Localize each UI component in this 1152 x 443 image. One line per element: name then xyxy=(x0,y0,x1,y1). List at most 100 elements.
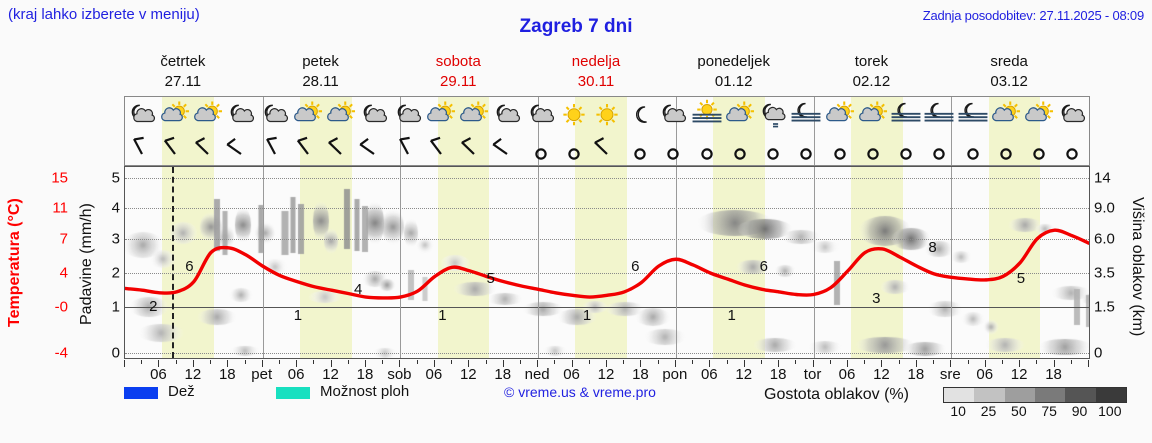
copyright-link[interactable]: © vreme.us & vreme.pro xyxy=(504,384,656,400)
wind-barb-icon xyxy=(160,134,190,165)
temperature-point-label: 2 xyxy=(149,298,158,316)
time-tick-mark xyxy=(1001,360,1003,364)
time-tick-label: 12 xyxy=(1010,366,1028,383)
time-tick-mark xyxy=(278,360,280,364)
time-tick-label: 06 xyxy=(700,366,718,383)
sun-icon xyxy=(557,99,591,132)
calm-wind-icon xyxy=(1057,134,1087,165)
day-date: 02.12 xyxy=(852,73,891,90)
time-tick-mark xyxy=(175,360,177,364)
time-tick-mark xyxy=(864,360,866,364)
cloud-density-step xyxy=(974,388,1005,402)
time-tick-mark xyxy=(399,360,401,367)
temperature-tick: 7 xyxy=(59,230,68,248)
day-date: 28.11 xyxy=(302,73,339,90)
time-tick-mark xyxy=(330,360,332,367)
wind-barb-icon xyxy=(393,134,423,165)
time-tick-label: 18 xyxy=(356,366,374,383)
cloud-height-tick: 9.0 xyxy=(1094,199,1115,217)
time-tick-label: 18 xyxy=(907,366,925,383)
wind-barb-row xyxy=(124,134,1090,166)
calm-wind-icon xyxy=(958,134,988,165)
time-tick-mark xyxy=(124,360,125,367)
temperature-point-label: 6 xyxy=(631,258,640,276)
time-tick-mark xyxy=(1019,360,1021,367)
moon-fog-icon xyxy=(789,99,823,132)
day-gridline xyxy=(951,167,953,358)
time-tick-mark xyxy=(141,360,143,364)
sun-cloud-icon xyxy=(158,99,192,132)
wind-barb-icon xyxy=(127,134,157,165)
calm-wind-icon xyxy=(625,134,655,165)
day-header-petek: petek 28.11 xyxy=(252,52,390,92)
day-date: 01.12 xyxy=(714,73,753,90)
daylight-band xyxy=(437,134,490,165)
time-tick-mark xyxy=(296,360,298,367)
cloud-density-legend-title: Gostota oblakov (%) xyxy=(764,386,909,403)
time-tick-mark xyxy=(502,360,504,367)
time-tick-mark xyxy=(606,360,607,367)
last-update-stamp: Zadnja posodobitev: 27.11.2025 - 08:09 xyxy=(922,8,1144,23)
time-tick-mark xyxy=(898,360,900,364)
time-tick-mark xyxy=(382,360,384,364)
page-title: Zagreb 7 dni xyxy=(519,16,633,37)
day-date: 30.11 xyxy=(577,73,615,90)
moon-cloud-icon xyxy=(490,99,524,132)
cloud-density-step xyxy=(1034,388,1066,402)
temperature-tick: 11 xyxy=(52,199,68,217)
calm-wind-icon xyxy=(1024,134,1054,165)
temperature-point-label: 8 xyxy=(928,238,937,256)
time-tick-mark xyxy=(795,360,797,364)
rain-legend-label: Dež xyxy=(168,383,195,400)
wind-barb-icon xyxy=(293,134,323,165)
temperature-tick: 4 xyxy=(59,264,68,282)
horizontal-gridline xyxy=(125,307,1089,309)
time-tick-mark xyxy=(227,360,229,367)
time-tick-mark xyxy=(210,360,212,364)
temperature-point-label: 6 xyxy=(759,258,768,276)
day-name: torek xyxy=(854,53,889,70)
moon-fog-icon xyxy=(956,99,990,132)
moon-cloud-icon xyxy=(224,99,258,132)
time-tick-mark xyxy=(365,360,366,367)
current-time-marker xyxy=(172,167,175,358)
day-separator xyxy=(262,134,264,165)
horizontal-gridline xyxy=(125,273,1089,274)
time-tick-mark xyxy=(726,360,728,364)
moon-cloud-icon xyxy=(258,99,292,132)
cloud-height-tick: 6.0 xyxy=(1094,230,1115,248)
day-gridline xyxy=(813,167,815,358)
precipitation-tick: 2 xyxy=(111,264,120,282)
time-tick-mark xyxy=(451,360,453,364)
wind-barb-icon xyxy=(426,134,456,165)
precipitation-tick: 0 xyxy=(111,344,120,362)
time-tick-mark xyxy=(743,360,745,367)
calm-wind-icon xyxy=(858,134,888,165)
time-tick-mark xyxy=(709,360,711,367)
time-tick-label: 06 xyxy=(976,366,994,383)
rain-legend-swatch xyxy=(124,387,158,399)
sun-cloud-icon xyxy=(457,99,491,132)
sun-cloud-icon xyxy=(324,99,358,132)
time-tick-mark xyxy=(984,360,986,367)
time-tick-label: 06 xyxy=(838,366,856,383)
sun-cloud-icon xyxy=(191,99,225,132)
cloud-height-tick: 14 xyxy=(1094,169,1111,186)
moon-icon xyxy=(623,99,657,132)
cloud-density-gradient xyxy=(943,387,1127,403)
precipitation-tick: 1 xyxy=(111,298,120,316)
time-tick-mark xyxy=(847,360,848,367)
time-tick-label: 06 xyxy=(563,366,580,383)
daylight-band xyxy=(988,134,1041,165)
sun-cloud-icon xyxy=(1022,99,1056,132)
day-separator xyxy=(951,97,953,134)
time-tick-mark xyxy=(468,360,470,367)
time-tick-label: sre xyxy=(939,366,961,383)
sun-icon xyxy=(590,99,624,132)
time-tick-mark xyxy=(829,360,831,364)
time-tick-mark xyxy=(933,360,935,364)
cloud-density-tick: 100 xyxy=(1098,403,1122,419)
time-tick-mark xyxy=(915,360,917,367)
moon-cloud-icon xyxy=(656,99,690,132)
location-menu-note: (kraj lahko izberete v meniju) xyxy=(8,6,200,23)
